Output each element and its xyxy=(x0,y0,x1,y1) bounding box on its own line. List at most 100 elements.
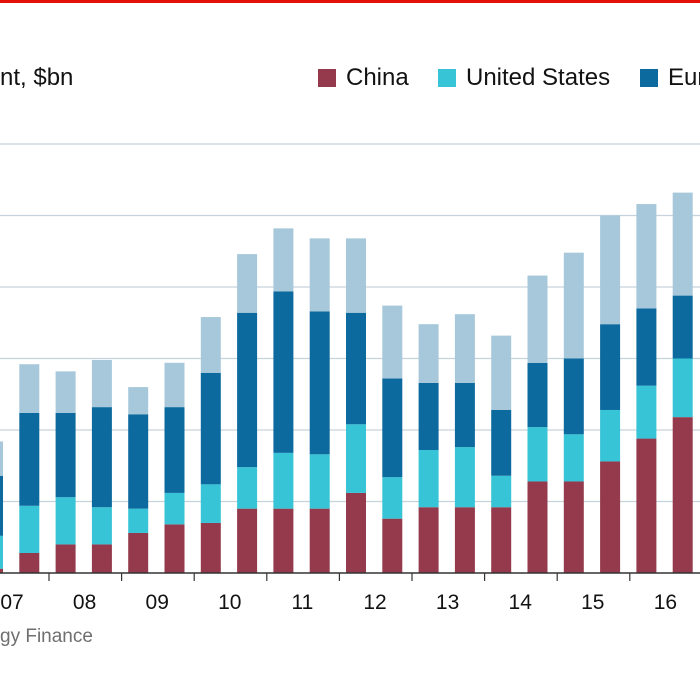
bar-segment xyxy=(200,522,221,573)
bar-segment xyxy=(346,492,366,573)
bar-segment xyxy=(164,407,185,493)
legend-label-china: China xyxy=(346,64,409,91)
bar-segment xyxy=(600,409,621,462)
bar-segment xyxy=(309,454,330,509)
bar-segment xyxy=(309,238,330,312)
source-note: gy Finance xyxy=(0,626,93,647)
bar-segment xyxy=(273,228,294,292)
bar-segment xyxy=(346,312,366,425)
bar-segment xyxy=(418,324,439,383)
x-tick-label: 14 xyxy=(509,591,533,614)
bar-segment xyxy=(672,417,693,573)
bar-segment xyxy=(527,362,548,428)
stacked-bar-chart: 07 08 09 10 11 12 13 14 15 16 xyxy=(0,143,700,614)
bar-segment xyxy=(454,314,475,383)
legend-swatch-europe xyxy=(640,69,658,87)
bar-segment xyxy=(128,508,149,533)
bar-segment xyxy=(237,467,258,509)
chart-subtitle: nt, $bn xyxy=(0,64,74,91)
x-tick-label: 09 xyxy=(146,591,169,614)
bar-segment xyxy=(672,295,693,359)
bar-segment xyxy=(19,412,40,506)
bar-segment xyxy=(164,492,185,525)
bar-segment xyxy=(563,481,584,573)
bar-segment xyxy=(200,317,221,373)
bar-segment xyxy=(636,385,657,439)
bar-segment xyxy=(382,518,403,573)
x-tick-label: 08 xyxy=(73,591,96,614)
legend-label-europe: Europe xyxy=(668,64,700,91)
bar-segment xyxy=(200,484,221,523)
legend-swatch-china xyxy=(318,69,336,87)
legend-label-united-states: United States xyxy=(466,64,611,91)
bar-segment xyxy=(636,204,657,309)
bar-segment xyxy=(0,568,3,573)
legend-item-united-states: United States xyxy=(438,64,610,92)
bar-segment xyxy=(0,475,3,536)
bar-segment xyxy=(563,358,584,435)
bar-segment xyxy=(382,305,403,379)
bar-segment xyxy=(237,254,258,313)
bar-segment xyxy=(636,308,657,386)
x-tick-label: 10 xyxy=(218,591,241,614)
bar-segment xyxy=(346,424,366,493)
bar-segment xyxy=(91,359,112,408)
chart-legend: China United States Europe xyxy=(318,64,700,96)
bar-segment xyxy=(309,311,330,455)
bar-segment xyxy=(454,447,475,508)
bar-segment xyxy=(418,382,439,451)
bar-segment xyxy=(128,532,149,573)
x-axis: 07 08 09 10 11 12 13 14 15 16 xyxy=(0,572,700,614)
bar-segment xyxy=(672,358,693,418)
bar-segment xyxy=(55,544,76,573)
x-tick-label: 07 xyxy=(0,591,23,614)
bar-segment xyxy=(0,535,3,569)
bar-segment xyxy=(418,507,439,573)
bar-segment xyxy=(600,324,621,410)
bar-segment xyxy=(273,291,294,453)
bar-segment xyxy=(527,427,548,482)
bar-segment xyxy=(491,475,512,508)
bar-segment xyxy=(309,508,330,573)
bar-segment xyxy=(91,407,112,508)
bar-segment xyxy=(91,544,112,573)
bar-segment xyxy=(0,441,3,476)
bar-segment xyxy=(600,215,621,325)
bar-segment xyxy=(382,378,403,478)
bar-segment xyxy=(237,508,258,573)
bar-segment xyxy=(527,275,548,363)
bar-segment xyxy=(454,507,475,573)
bar-segment xyxy=(55,371,76,413)
bar-segment xyxy=(55,497,76,545)
x-tick-label: 11 xyxy=(291,591,313,614)
bar-segment xyxy=(636,438,657,573)
bar-segment xyxy=(454,382,475,448)
bar-segment xyxy=(164,524,185,573)
bar-segment xyxy=(237,312,258,468)
x-tick-label: 15 xyxy=(581,591,604,614)
bar-segment xyxy=(382,477,403,519)
bar-segment xyxy=(672,192,693,296)
bar-segment xyxy=(200,372,221,485)
bar-segment xyxy=(346,238,366,313)
x-tick-label: 16 xyxy=(654,591,677,614)
bar-segment xyxy=(19,552,40,573)
bar-segment xyxy=(128,414,149,509)
bar-segment xyxy=(273,452,294,509)
bar-segment xyxy=(164,362,185,408)
bar-segment xyxy=(600,461,621,573)
bar-segment xyxy=(55,412,76,498)
bar-segment xyxy=(491,507,512,573)
bar-segment xyxy=(527,481,548,573)
top-accent-rule xyxy=(0,0,700,3)
bar-segment xyxy=(491,335,512,410)
x-tick-label: 12 xyxy=(363,591,386,614)
bar-segment xyxy=(273,508,294,573)
bar-segment xyxy=(563,434,584,482)
bar-group xyxy=(0,192,693,573)
bar-segment xyxy=(491,409,512,476)
legend-swatch-united-states xyxy=(438,69,456,87)
x-tick-label: 13 xyxy=(436,591,459,614)
bar-segment xyxy=(563,252,584,359)
legend-item-europe: Europe xyxy=(640,64,700,92)
